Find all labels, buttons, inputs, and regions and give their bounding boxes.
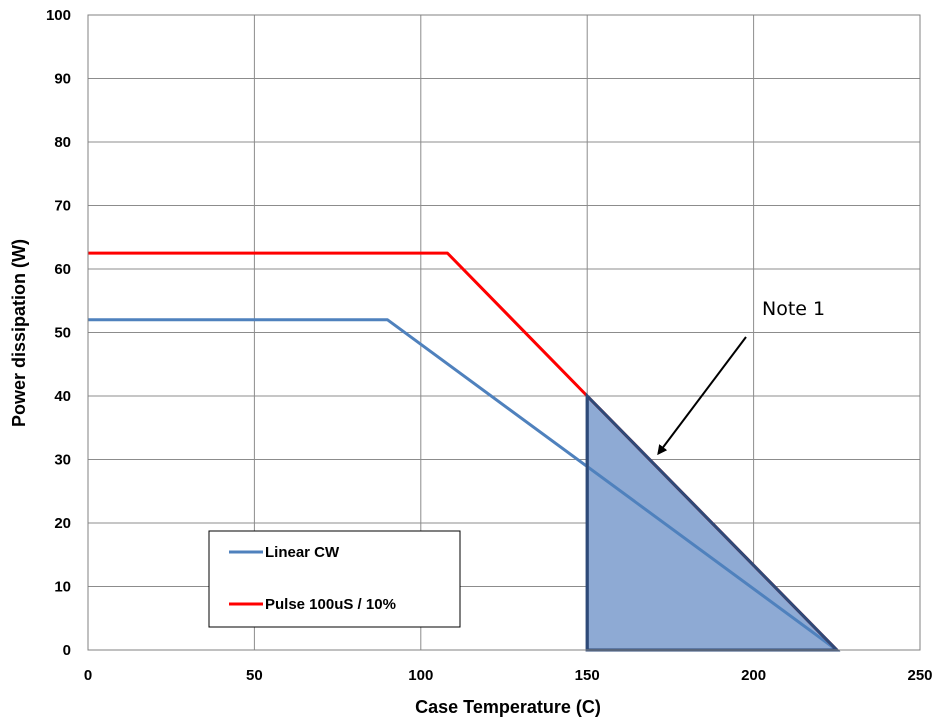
note-annotation: Note 1 xyxy=(657,298,825,456)
y-tick-20: 20 xyxy=(54,515,71,532)
y-tick-70: 70 xyxy=(54,198,71,215)
x-tick-labels: 0 50 100 150 200 250 xyxy=(84,667,933,684)
x-tick-150: 150 xyxy=(575,667,600,684)
legend-box xyxy=(208,530,461,628)
x-tick-0: 0 xyxy=(84,667,92,684)
y-tick-30: 30 xyxy=(54,452,71,469)
series-line-0 xyxy=(88,318,838,652)
y-tick-80: 80 xyxy=(54,134,71,151)
x-tick-250: 250 xyxy=(907,667,932,684)
legend-label-pulse: Pulse 100uS / 10% xyxy=(265,596,396,613)
x-tick-200: 200 xyxy=(741,667,766,684)
legend: Linear CW Pulse 100uS / 10% xyxy=(208,530,461,628)
x-tick-100: 100 xyxy=(408,667,433,684)
x-axis-title: Case Temperature (C) xyxy=(415,697,601,717)
legend-label-linear-cw: Linear CW xyxy=(265,544,340,561)
x-tick-50: 50 xyxy=(246,667,263,684)
y-tick-100: 100 xyxy=(46,7,71,24)
y-tick-90: 90 xyxy=(54,71,71,88)
y-tick-labels: 0 10 20 30 40 50 60 70 80 90 100 xyxy=(46,7,71,659)
y-tick-10: 10 xyxy=(54,579,71,596)
y-tick-40: 40 xyxy=(54,388,71,405)
y-tick-60: 60 xyxy=(54,261,71,278)
note-arrow xyxy=(657,336,747,456)
y-tick-50: 50 xyxy=(54,325,71,342)
y-tick-0: 0 xyxy=(63,642,71,659)
note-label: Note 1 xyxy=(762,298,825,320)
plot-area-border xyxy=(87,14,921,651)
y-axis-title: Power dissipation (W) xyxy=(9,239,29,427)
